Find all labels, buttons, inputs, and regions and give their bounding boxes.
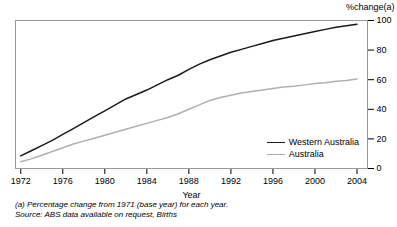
svg-text:80: 80 <box>377 45 387 55</box>
svg-text:1972: 1972 <box>11 176 31 186</box>
svg-text:0: 0 <box>377 163 382 173</box>
svg-text:2004: 2004 <box>347 176 367 186</box>
svg-text:1976: 1976 <box>53 176 73 186</box>
svg-text:100: 100 <box>377 15 392 25</box>
html-text:Source: ABS data available on: Source: ABS data available on request, B… <box>15 210 177 219</box>
svg-text:1992: 1992 <box>221 176 241 186</box>
svg-text:%change(a): %change(a) <box>346 2 395 12</box>
svg-text:1984: 1984 <box>137 176 157 186</box>
svg-text:1980: 1980 <box>95 176 115 186</box>
html-text:Australia: Australia <box>288 149 324 159</box>
html-text:Western Australia: Western Australia <box>288 137 359 147</box>
html-text:(a) Percentage change from 197: (a) Percentage change from 1971 (base ye… <box>15 200 229 209</box>
svg-text:1996: 1996 <box>263 176 283 186</box>
svg-text:40: 40 <box>377 104 387 114</box>
svg-text:Year: Year <box>182 190 200 200</box>
svg-text:2000: 2000 <box>305 176 325 186</box>
svg-text:20: 20 <box>377 134 387 144</box>
svg-text:1988: 1988 <box>179 176 199 186</box>
svg-text:60: 60 <box>377 75 387 85</box>
